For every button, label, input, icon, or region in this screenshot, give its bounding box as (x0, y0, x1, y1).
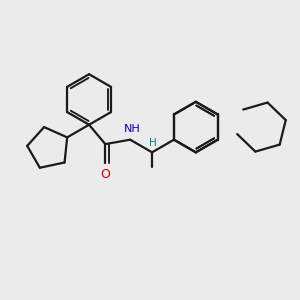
Text: H: H (149, 138, 157, 148)
Text: NH: NH (124, 124, 141, 134)
Text: O: O (100, 168, 110, 182)
